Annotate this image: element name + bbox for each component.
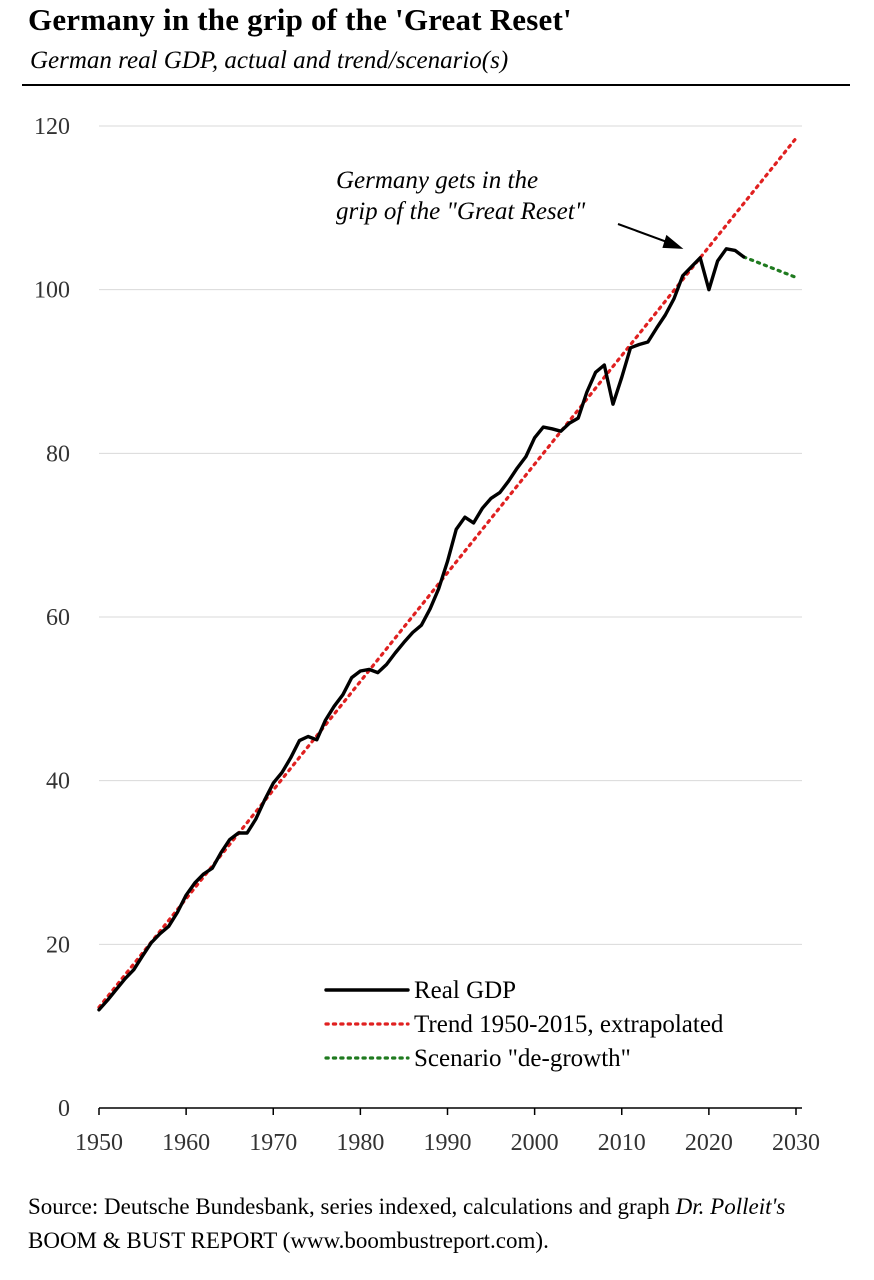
chart-subtitle: German real GDP, actual and trend/scenar… [30, 47, 509, 74]
y-tick-label: 40 [46, 769, 70, 795]
source-note: Source: Deutsche Bundesbank, series inde… [28, 1190, 848, 1258]
y-tick-label: 120 [34, 114, 70, 140]
y-tick-label: 0 [58, 1096, 70, 1122]
legend-degrowth-label: Scenario "de-growth" [414, 1045, 631, 1072]
y-tick-label: 100 [34, 278, 70, 304]
x-tick-label: 2010 [598, 1130, 646, 1156]
y-tick-label: 20 [46, 932, 70, 958]
annotation-text: Germany gets in the [336, 167, 538, 194]
x-tick-label: 1960 [162, 1130, 210, 1156]
gridlines [99, 125, 802, 945]
source-text-2: BOOM & BUST REPORT (www.boombustreport.c… [28, 1228, 549, 1253]
y-tick-label: 80 [46, 441, 70, 467]
x-tick-label: 1980 [336, 1130, 384, 1156]
x-tick-label: 1950 [75, 1130, 123, 1156]
series-real-gdp-line [97, 247, 746, 1012]
data-series [97, 136, 798, 1012]
source-text-1: Source: Deutsche Bundesbank, series inde… [28, 1194, 676, 1219]
gdp-line-chart: 0 20 40 60 80 100 120 1950 1960 1970 1980 1990 2000 2… [34, 114, 820, 1156]
legend-real-gdp-label: Real GDP [414, 977, 516, 1004]
x-tick-label: 2030 [772, 1130, 820, 1156]
annotation-text: grip of the "Great Reset" [336, 198, 586, 225]
x-tick-label: 2020 [685, 1130, 733, 1156]
axes: 0 20 40 60 80 100 120 1950 1960 1970 1980 1990 2000 2… [34, 114, 820, 1156]
legend: Real GDP Trend 1950-2015, extrapolated Sce… [324, 977, 724, 1072]
chart-title: Germany in the grip of the 'Great Reset' [28, 2, 572, 37]
header-divider [22, 84, 850, 86]
source-text-italic: Dr. Polleit's [675, 1194, 786, 1219]
y-tick-label: 60 [46, 605, 70, 631]
x-tick-label: 1970 [249, 1130, 297, 1156]
legend-trend-label: Trend 1950-2015, extrapolated [414, 1011, 724, 1038]
annotation: Germany gets in the grip of the "Great Re… [336, 167, 684, 249]
x-tick-label: 1990 [424, 1130, 472, 1156]
x-tick-label: 2000 [511, 1130, 559, 1156]
annotation-arrowhead [662, 234, 684, 249]
series-degrowth-line [742, 255, 798, 279]
